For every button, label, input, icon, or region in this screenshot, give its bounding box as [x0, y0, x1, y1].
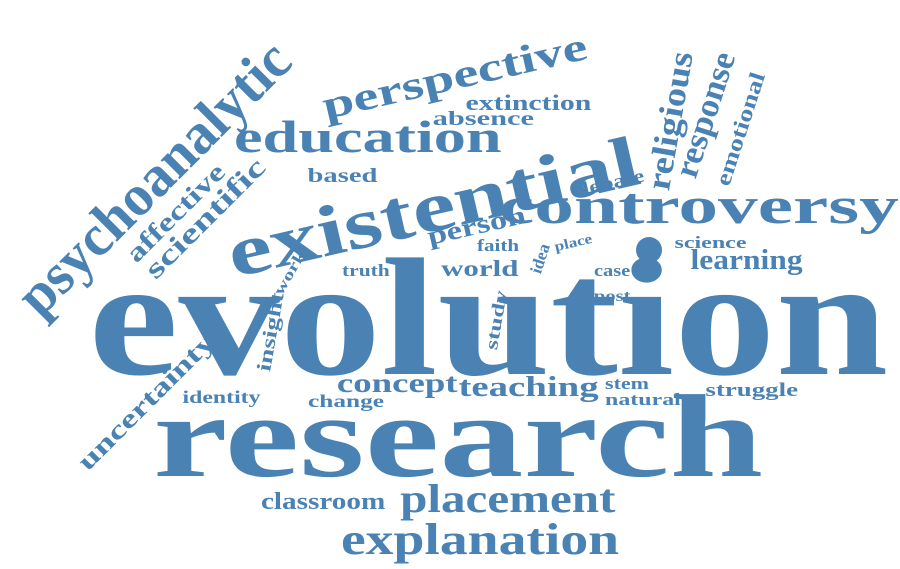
word-explanation: explanation [340, 515, 620, 564]
word-placement: placement [400, 476, 616, 521]
word-controversy: controversy [499, 178, 899, 235]
word-concept: concept [336, 367, 458, 398]
word-natural: natural [605, 389, 681, 409]
word-classroom: classroom [260, 489, 386, 515]
word-extinction: extinction [465, 90, 591, 115]
word-faith: faith [477, 235, 519, 255]
word-based: based [307, 165, 377, 187]
word-teaching: teaching [457, 372, 599, 403]
word-struggle: struggle [704, 379, 798, 401]
word-science: science [673, 232, 746, 252]
word-research: research [153, 371, 764, 502]
word-change: change [308, 391, 384, 411]
word-education: education [234, 111, 502, 162]
word-absence: absence [432, 108, 534, 130]
word-case: case [593, 260, 631, 280]
dot-mark [636, 237, 662, 263]
word-world: world [441, 255, 519, 281]
word-post: post [593, 288, 631, 305]
word-evolution: evolution [87, 225, 888, 411]
word-stem: stem [605, 373, 649, 393]
word-learning: learning [690, 243, 803, 276]
word-truth: truth [342, 260, 390, 280]
word-identity: identity [181, 387, 261, 407]
